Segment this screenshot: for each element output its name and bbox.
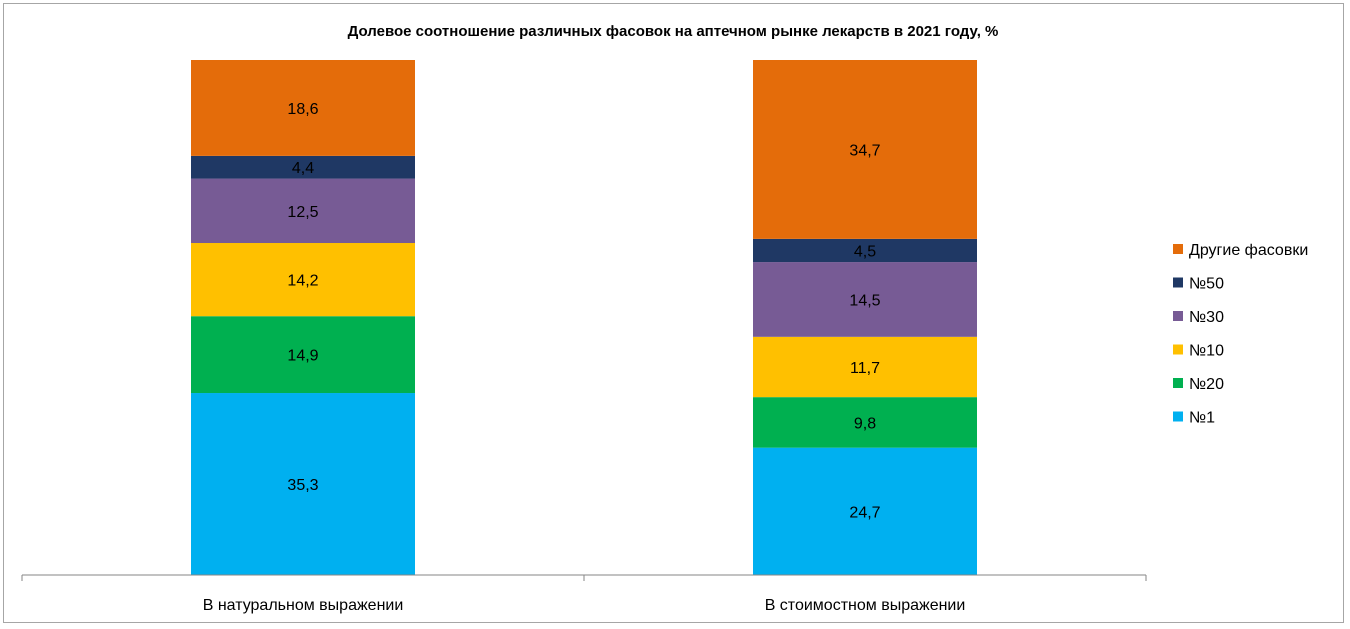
legend: Другие фасовки №50 №30 №10 №20 №1: [1173, 242, 1308, 427]
bar-segment: [753, 238, 977, 263]
legend-label: №1: [1189, 410, 1215, 427]
chart-title: Долевое соотношение различных фасовок на…: [348, 23, 999, 40]
data-label: 34,7: [849, 142, 880, 159]
bar-segment: [191, 155, 415, 179]
data-label: 4,5: [854, 243, 876, 260]
data-label: 24,7: [849, 504, 880, 521]
category-label: В натуральном выражении: [203, 597, 404, 614]
legend-swatch: [1173, 344, 1183, 355]
x-axis: В натуральном выражении В стоимостном выр…: [21, 574, 1147, 614]
bar-segment: [191, 316, 415, 394]
bar-segment: [191, 60, 415, 156]
legend-label: №50: [1189, 276, 1224, 293]
legend-label: №10: [1189, 343, 1224, 360]
legend-label: №30: [1189, 309, 1224, 326]
bar-segment: [753, 262, 977, 337]
legend-label: Другие фасовки: [1189, 242, 1308, 259]
bar-segment: [753, 447, 977, 575]
bar-segment: [753, 336, 977, 398]
bar-segment: [753, 60, 977, 239]
data-label: 4,4: [292, 160, 314, 177]
legend-label: №20: [1189, 376, 1224, 393]
legend-swatch: [1173, 277, 1183, 288]
legend-swatch: [1173, 411, 1183, 422]
bars-layer: [191, 60, 977, 575]
bar-segment: [191, 393, 415, 575]
legend-swatch: [1173, 311, 1183, 321]
data-label: 14,5: [849, 292, 880, 309]
category-label: В стоимостном выражении: [765, 597, 966, 614]
legend-swatch: [1173, 378, 1183, 388]
bar-segment: [753, 397, 977, 448]
data-label: 35,3: [287, 477, 318, 494]
data-label: 9,8: [854, 415, 876, 432]
bar-segment: [191, 243, 415, 317]
data-label: 14,2: [287, 273, 318, 290]
data-label: 11,7: [850, 360, 880, 377]
value-labels-layer: 35,3 14,9 14,2 12,5 4,4 18,6 24,7 9,8 11,7 14,5 4,…: [287, 101, 880, 521]
data-label: 12,5: [287, 204, 318, 221]
legend-swatch: [1173, 244, 1183, 254]
data-label: 14,9: [287, 348, 318, 365]
bar-segment: [191, 178, 415, 244]
data-label: 18,6: [287, 101, 318, 118]
